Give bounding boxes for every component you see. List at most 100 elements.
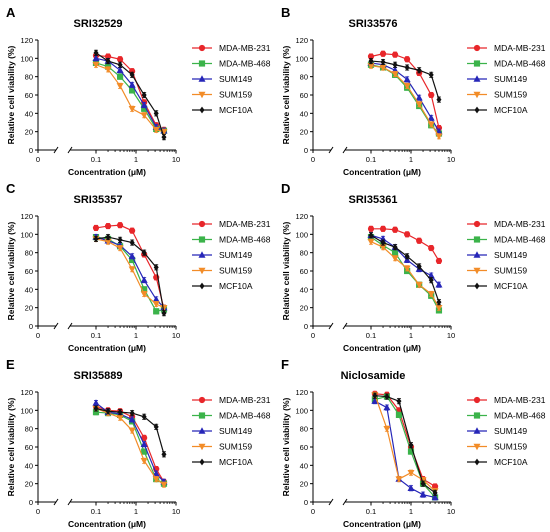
y-tick-label: 100 (20, 54, 33, 63)
legend-label: SUM149 (219, 426, 252, 436)
y-tick-label: 120 (20, 36, 33, 45)
data-point (128, 427, 136, 435)
data-point (435, 257, 443, 265)
y-tick-label: 80 (300, 425, 308, 434)
series-sum159 (371, 391, 439, 495)
data-point (384, 393, 390, 400)
x-axis-label: Concentration (μM) (343, 167, 421, 177)
x-axis-break-mark (342, 498, 348, 506)
data-point (128, 415, 136, 423)
data-point (379, 225, 387, 232)
x-tick-label: 1 (409, 155, 413, 164)
x-tick-label: 0 (36, 155, 40, 164)
data-point (117, 61, 123, 69)
y-tick-label: 120 (20, 212, 33, 221)
data-point (380, 58, 386, 66)
x-tick-label: 1 (409, 507, 413, 516)
y-tick-label: 60 (300, 91, 308, 100)
data-point (152, 469, 160, 477)
data-point (116, 66, 124, 73)
y-tick-label: 0 (304, 322, 308, 331)
data-point (391, 226, 399, 233)
legend-item: SUM159 (467, 442, 527, 452)
x-tick-label: 0.1 (366, 331, 376, 340)
legend-label: SUM159 (219, 442, 252, 452)
x-tick-label: 0 (36, 507, 40, 516)
legend-marker (198, 60, 206, 67)
data-point (141, 286, 148, 293)
x-tick-label: 10 (172, 331, 180, 340)
data-point (404, 56, 411, 63)
data-point (379, 64, 387, 72)
x-tick-label: 1 (134, 507, 138, 516)
legend-item: MDA-MB-231 (192, 219, 271, 229)
data-point (404, 252, 410, 260)
x-tick-label: 10 (172, 507, 180, 516)
x-axis-break-mark (67, 498, 73, 506)
y-tick-label: 80 (300, 249, 308, 258)
legend-label: SUM159 (219, 266, 252, 276)
data-point (161, 309, 167, 317)
y-tick-label: 100 (20, 230, 33, 239)
legend-item: SUM149 (192, 250, 252, 260)
data-point (129, 87, 136, 94)
y-tick-label: 0 (304, 146, 308, 155)
data-point (153, 308, 160, 315)
legend-label: SUM149 (494, 250, 527, 260)
legend-item: MDA-MB-231 (192, 43, 271, 53)
data-point (368, 231, 374, 239)
data-point (404, 64, 410, 71)
data-point (435, 133, 443, 140)
y-axis-label: Relative cell viability (%) (281, 397, 291, 496)
chart-title: SRI32529 (74, 18, 123, 30)
panel-letter: E (6, 357, 15, 372)
data-point (129, 68, 136, 75)
data-point (141, 434, 148, 441)
y-tick-label: 40 (300, 109, 308, 118)
x-axis-break-mark (342, 146, 348, 154)
x-axis-label: Concentration (μM) (343, 519, 421, 529)
chart-title: SRI33576 (349, 18, 398, 30)
data-point (372, 392, 378, 400)
data-point (116, 414, 124, 422)
data-point (141, 91, 147, 99)
x-axis-label: Concentration (μM) (68, 167, 146, 177)
data-point (141, 448, 148, 455)
legend-label: MCF10A (219, 281, 253, 291)
series-mcf10a (93, 49, 167, 141)
panel-letter: A (6, 5, 16, 20)
data-point (391, 255, 399, 262)
data-point (395, 411, 403, 419)
legend-label: MDA-MB-231 (494, 395, 546, 405)
data-point (391, 249, 399, 256)
data-point (415, 282, 423, 289)
legend-label: MDA-MB-231 (219, 395, 271, 405)
data-point (141, 249, 147, 257)
panel-f: F Niclosamide 0 20 40 60 80 100 120 0 0.1 1 10 Concen… (281, 357, 546, 529)
x-tick-label: 0 (36, 331, 40, 340)
y-tick-label: 120 (295, 36, 308, 45)
y-axis-label: Relative cell viability (%) (281, 45, 291, 144)
data-point (407, 469, 415, 477)
y-tick-label: 80 (300, 73, 308, 82)
data-point (116, 73, 124, 80)
y-tick-label: 40 (25, 109, 33, 118)
data-point (160, 481, 168, 489)
y-tick-label: 80 (25, 249, 33, 258)
y-tick-label: 0 (304, 498, 308, 507)
data-point (427, 114, 435, 121)
data-point (140, 291, 148, 298)
y-tick-label: 120 (295, 388, 308, 397)
y-tick-label: 20 (25, 480, 33, 489)
data-point (104, 238, 112, 246)
y-tick-label: 100 (295, 230, 308, 239)
panel-b: B SRI33576 0 20 40 60 80 100 120 0 0.1 1 10 Concentra… (281, 5, 546, 177)
legend-label: MDA-MB-231 (219, 43, 271, 53)
y-axis-label: Relative cell viability (%) (6, 45, 16, 144)
y-tick-label: 20 (25, 128, 33, 137)
legend-item: MDA-MB-468 (467, 235, 546, 245)
legend-item: SUM149 (467, 74, 527, 84)
legend-label: MDA-MB-468 (219, 235, 271, 245)
x-tick-label: 0.1 (366, 155, 376, 164)
y-tick-label: 40 (300, 461, 308, 470)
